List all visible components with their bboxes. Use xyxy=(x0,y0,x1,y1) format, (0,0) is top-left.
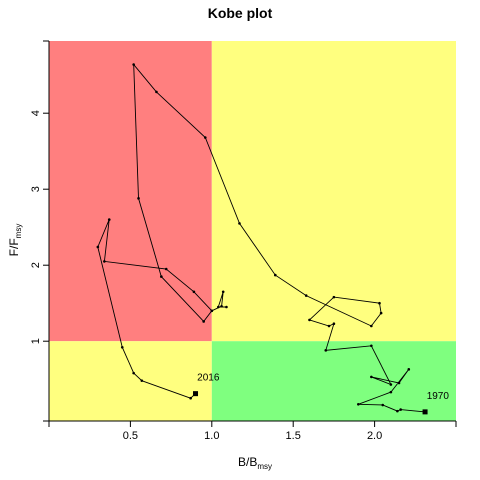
data-point-11 xyxy=(324,349,328,352)
data-point-18 xyxy=(370,324,373,328)
data-point-35 xyxy=(132,371,135,375)
data-point-3 xyxy=(381,403,385,407)
data-point-28 xyxy=(210,309,214,313)
data-point-25 xyxy=(137,197,140,200)
data-point-8 xyxy=(370,375,373,379)
data-point-13 xyxy=(327,324,331,328)
x-axis-label-sub: msy xyxy=(257,462,272,471)
data-point-31 xyxy=(103,260,106,263)
y-tick-label-3: 4 xyxy=(30,110,42,116)
axes: 0.5 1.0 1.5 2.0 1 2 3 4 xyxy=(30,40,457,442)
data-point-34 xyxy=(120,345,124,349)
y-axis-label-main: F/F xyxy=(7,238,21,256)
zone-2 xyxy=(49,341,212,421)
data-point-26 xyxy=(160,275,163,278)
x-tick-label-2: 1.5 xyxy=(286,430,301,442)
data-point-29 xyxy=(192,290,196,294)
y-tick-label-0: 1 xyxy=(30,338,42,344)
data-point-32 xyxy=(107,218,111,221)
data-point-4 xyxy=(357,402,360,406)
y-axis-label: F/Fmsy xyxy=(7,224,23,257)
branch-point-4 xyxy=(225,305,228,309)
data-point-9 xyxy=(389,383,393,386)
start-point xyxy=(422,409,428,415)
chart-title: Kobe plot xyxy=(208,5,273,21)
data-point-30 xyxy=(164,267,168,271)
data-point-15 xyxy=(332,295,336,299)
data-point-36 xyxy=(140,379,144,383)
data-point-27 xyxy=(202,320,205,323)
annotations: 1970 2016 xyxy=(197,373,449,402)
data-point-22 xyxy=(203,136,207,139)
data-point-14 xyxy=(308,318,311,322)
data-point-2 xyxy=(396,409,399,413)
data-point-19 xyxy=(304,294,308,297)
y-axis-label-sub: msy xyxy=(14,224,23,239)
data-point-5 xyxy=(389,390,393,394)
data-point-17 xyxy=(379,311,383,315)
data-point-24 xyxy=(132,63,135,66)
data-point-10 xyxy=(370,344,373,348)
x-tick-label-3: 2.0 xyxy=(367,430,382,442)
zone-backgrounds xyxy=(49,41,456,421)
branch-point-1 xyxy=(220,304,223,308)
annotation-2016: 2016 xyxy=(197,373,220,384)
y-tick-label-2: 3 xyxy=(30,186,42,192)
zone-3 xyxy=(211,341,456,421)
data-point-33 xyxy=(96,245,100,249)
x-axis-label-main: B/B xyxy=(238,455,257,469)
end-point xyxy=(193,391,199,397)
data-point-12 xyxy=(332,322,336,326)
zone-1 xyxy=(211,41,456,342)
data-point-7 xyxy=(397,381,401,385)
zone-0 xyxy=(49,41,212,342)
trajectory-points xyxy=(96,63,428,415)
annotation-1970: 1970 xyxy=(427,391,450,402)
x-tick-label-1: 1.0 xyxy=(204,430,219,442)
data-point-23 xyxy=(155,90,158,94)
data-point-6 xyxy=(407,368,411,371)
branch-point-3 xyxy=(217,305,220,309)
y-tick-label-1: 2 xyxy=(30,262,42,268)
data-point-1 xyxy=(399,408,402,411)
x-tick-label-0: 0.5 xyxy=(123,430,138,442)
data-point-16 xyxy=(378,301,381,305)
x-axis-label: B/Bmsy xyxy=(238,455,272,471)
branch-point-2 xyxy=(221,290,225,294)
data-point-21 xyxy=(238,222,241,225)
data-point-20 xyxy=(273,273,277,277)
data-point-37 xyxy=(189,396,192,400)
